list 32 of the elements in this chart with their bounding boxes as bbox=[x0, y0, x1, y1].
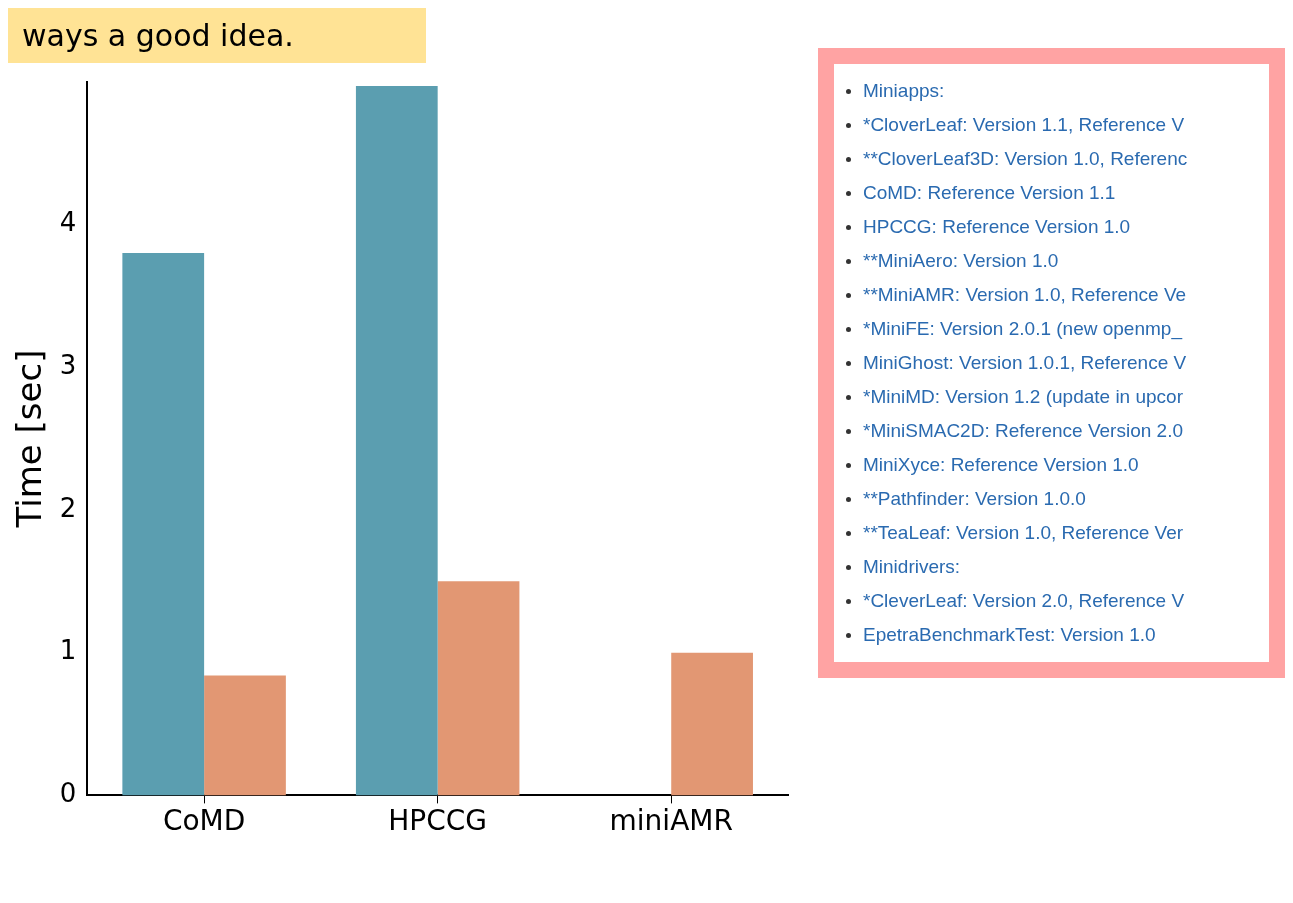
text: HPCCG: Reference Version 1.0 bbox=[863, 215, 1131, 239]
text: **CloverLeaf3D: Version 1.0, Referenc bbox=[863, 147, 1188, 171]
text: *CleverLeaf: Version 2.0, Reference V bbox=[863, 589, 1185, 613]
y-axis-title: Time [sec] bbox=[9, 349, 50, 529]
text: CoMD: Reference Version 1.1 bbox=[863, 181, 1116, 205]
y-tick-label: 0 bbox=[59, 778, 77, 809]
y-tick-label: 2 bbox=[59, 492, 77, 523]
y-tick-label: 3 bbox=[59, 349, 77, 380]
text: **TeaLeaf: Version 1.0, Reference Ver bbox=[863, 521, 1184, 545]
x-tick-label: miniAMR bbox=[609, 804, 733, 838]
y-tick-label: 1 bbox=[59, 635, 77, 666]
text: *MiniFE: Version 2.0.1 (new openmp_ bbox=[863, 317, 1182, 342]
text: Minidrivers: bbox=[863, 555, 961, 579]
text: **Pathfinder: Version 1.0.0 bbox=[863, 487, 1086, 511]
bar bbox=[671, 652, 753, 796]
x-tick-label: HPCCG bbox=[388, 804, 488, 838]
text: EpetraBenchmarkTest: Version 1.0 bbox=[863, 623, 1156, 647]
bar bbox=[437, 581, 520, 796]
text: *MiniSMAC2D: Reference Version 2.0 bbox=[863, 419, 1183, 443]
text: MiniGhost: Version 1.0.1, Reference V bbox=[863, 351, 1187, 375]
y-tick-label: 4 bbox=[59, 207, 77, 238]
text: MiniXyce: Reference Version 1.0 bbox=[863, 453, 1139, 477]
x-tick-label: CoMD bbox=[162, 804, 246, 838]
text: **MiniAero: Version 1.0 bbox=[863, 249, 1059, 273]
text: Miniapps: bbox=[863, 79, 945, 103]
bar bbox=[122, 252, 205, 796]
bar bbox=[204, 675, 286, 796]
text: ways a good idea. bbox=[8, 8, 426, 63]
text: **MiniAMR: Version 1.0, Reference Ve bbox=[863, 283, 1187, 307]
text: *MiniMD: Version 1.2 (update in upcor bbox=[863, 385, 1183, 409]
bar bbox=[355, 85, 438, 796]
text: *CloverLeaf: Version 1.1, Reference V bbox=[863, 113, 1185, 137]
